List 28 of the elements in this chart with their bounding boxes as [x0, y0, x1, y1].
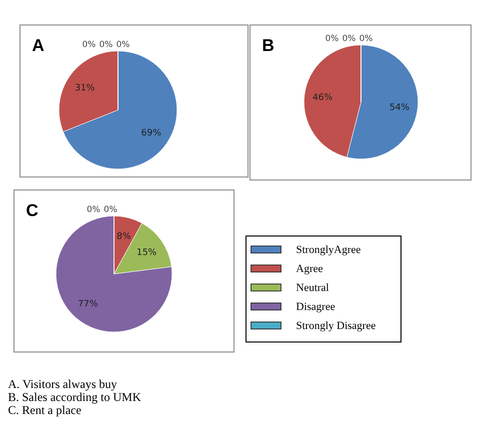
legend-label: Agree	[296, 263, 323, 275]
data-label: 15%	[136, 248, 158, 258]
text: 0%	[99, 40, 113, 50]
pie-slice	[56, 216, 172, 332]
pie-slice	[62, 50, 178, 170]
chart-title: C	[26, 201, 38, 220]
data-label: 46%	[312, 93, 333, 104]
legend-label: StronglyAgree	[296, 244, 361, 256]
text: 0%	[82, 40, 96, 50]
data-label: 77%	[78, 300, 98, 310]
text: 0%	[342, 34, 356, 44]
chart-title: A	[32, 36, 44, 55]
data-label: 69%	[141, 128, 162, 139]
text: 0%	[86, 205, 100, 215]
data-label: 8%	[116, 232, 132, 242]
data-label: 31%	[74, 83, 96, 94]
text: 0%	[104, 205, 118, 215]
legend-label: Strongly Disagree	[296, 320, 376, 332]
text: 0%	[359, 34, 373, 44]
text: A. Visitors always buy	[8, 377, 118, 391]
legend-label: Disagree	[296, 301, 336, 313]
chart-title: B	[262, 36, 274, 55]
text: 0%	[116, 40, 130, 50]
text: B. Sales according to UMK	[8, 390, 142, 404]
data-label: 54%	[389, 102, 410, 113]
legend-label: Neutral	[296, 282, 329, 294]
text: C. Rent a place	[8, 403, 82, 417]
text: 0%	[325, 34, 339, 44]
